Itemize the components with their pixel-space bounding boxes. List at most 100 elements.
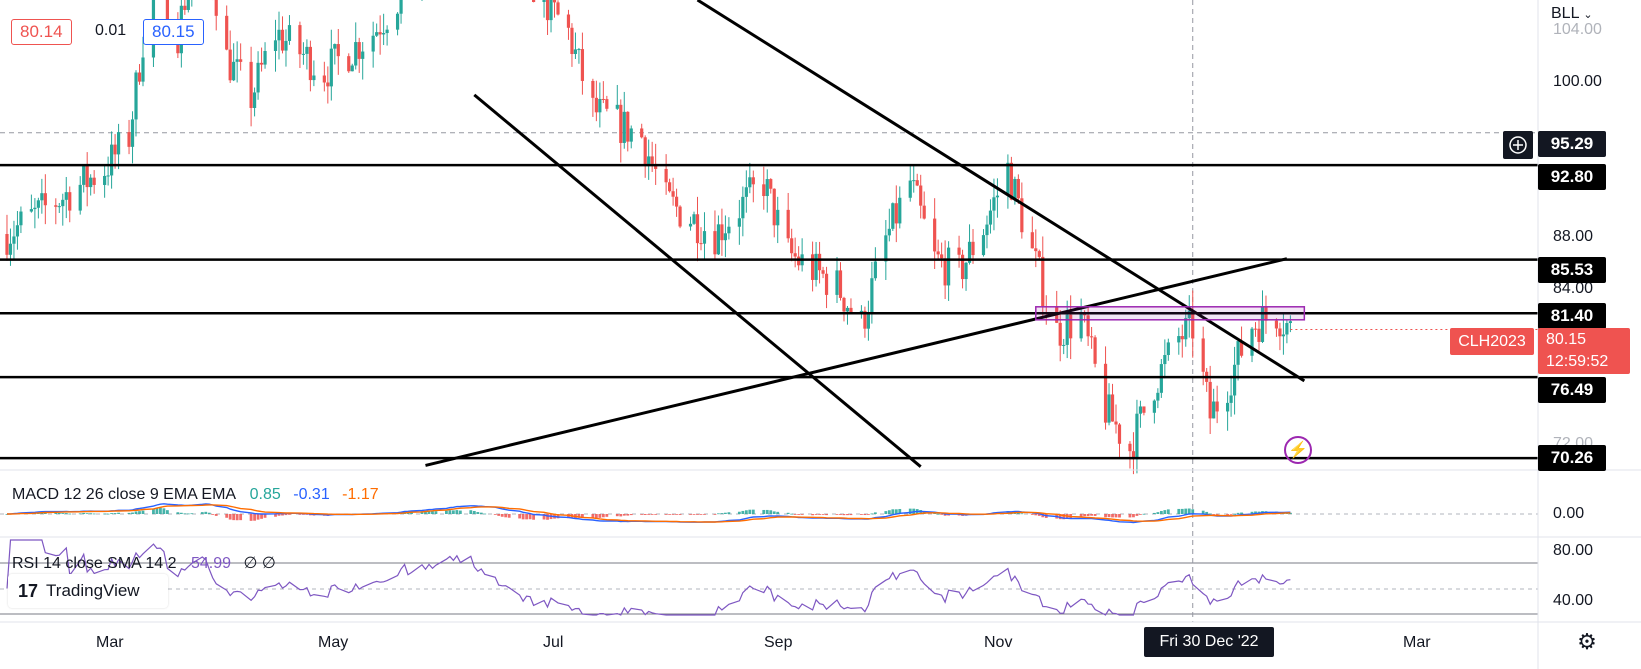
- candle-body: [947, 247, 951, 286]
- bid-price-tag[interactable]: 80.14: [11, 19, 72, 45]
- macd-histogram-bar: [717, 513, 720, 515]
- candle-body: [1212, 401, 1216, 419]
- candle-body: [1152, 400, 1156, 413]
- macd-histogram-bar: [1083, 514, 1087, 517]
- x-tick-mar-2023: Mar: [1403, 634, 1431, 651]
- candle-body: [1065, 314, 1069, 345]
- candle-body: [824, 273, 829, 295]
- macd-signal-line: [7, 504, 1291, 523]
- macd-histogram-bar: [619, 514, 623, 517]
- add-alert-icon[interactable]: [1503, 131, 1533, 159]
- candle-body: [68, 192, 72, 211]
- candle-body: [786, 209, 790, 239]
- macd-histogram-bar: [601, 514, 605, 518]
- candle-body: [1232, 364, 1237, 396]
- candle-body: [256, 62, 260, 93]
- macd-histogram-bar: [214, 514, 218, 516]
- level-tag-92-80: 92.80: [1538, 164, 1606, 190]
- macd-histogram-bar: [741, 510, 745, 514]
- candle-body: [702, 231, 707, 244]
- macd-histogram-bar: [518, 514, 522, 519]
- macd-histogram-bar: [629, 514, 633, 516]
- macd-histogram-bar: [1159, 510, 1163, 514]
- macd-histogram-bar: [1215, 514, 1219, 515]
- candle-body: [1058, 322, 1062, 346]
- candle-body: [64, 192, 68, 200]
- macd-histogram-bar: [870, 513, 874, 515]
- macd-histogram-bar: [305, 514, 309, 515]
- macd-histogram-bar: [207, 512, 211, 514]
- settings-icon[interactable]: ⚙: [1577, 629, 1597, 654]
- macd-legend[interactable]: MACD 12 26 close 9 EMA EMA 0.85 -0.31 -1…: [12, 486, 379, 504]
- macd-histogram-bar: [577, 514, 581, 518]
- macd-histogram-bar: [1135, 514, 1139, 516]
- candle-body: [1093, 337, 1097, 364]
- macd-histogram-bar: [1079, 514, 1083, 518]
- macd-histogram-bar: [790, 513, 794, 515]
- rsi-legend[interactable]: RSI 14 close SMA 14 2 54.99 ∅ ∅: [12, 553, 276, 573]
- unit-selector[interactable]: BLL ⌄: [1551, 5, 1593, 23]
- candle-body: [43, 193, 47, 206]
- macd-histogram-bar: [1062, 514, 1066, 520]
- candle-body: [305, 46, 309, 54]
- trend-line-1: [696, 0, 1306, 383]
- lightning-icon[interactable]: ⚡: [1284, 436, 1312, 464]
- candle-body: [1131, 451, 1136, 460]
- candle-body: [598, 98, 602, 113]
- macd-histogram-bar: [814, 514, 818, 515]
- macd-histogram-bar: [1034, 514, 1038, 516]
- macd-histogram-bar: [493, 514, 497, 515]
- macd-histogram-bar: [936, 513, 940, 515]
- spread-label: 0.01: [95, 22, 127, 39]
- indicator-layer: [5, 503, 1292, 616]
- candle-body: [1069, 314, 1073, 339]
- candle-body: [186, 0, 190, 10]
- macd-histogram-bar: [57, 512, 61, 514]
- candle-body: [165, 0, 170, 26]
- macd-histogram-bar: [445, 510, 448, 514]
- x-tick-may: May: [318, 634, 349, 651]
- macd-histogram-bar: [1030, 514, 1034, 515]
- macd-histogram-bar: [835, 514, 839, 515]
- macd-histogram-bar: [288, 514, 291, 515]
- macd-histogram-bar: [54, 512, 58, 514]
- macd-histogram-bar: [1139, 514, 1142, 515]
- macd-histogram-bar: [1212, 514, 1216, 515]
- candle-body: [8, 243, 13, 255]
- macd-histogram-bar: [668, 514, 672, 515]
- macd-histogram-bar: [567, 514, 570, 519]
- macd-histogram-bar: [615, 514, 619, 517]
- candle-body: [835, 270, 839, 295]
- candle-body: [741, 196, 745, 219]
- macd-histogram-bar: [249, 514, 253, 521]
- macd-histogram-bar: [155, 507, 159, 514]
- candle-body: [605, 99, 609, 109]
- candle-body: [1006, 162, 1010, 196]
- macd-histogram-bar: [887, 510, 891, 514]
- macd-histogram-bar: [594, 514, 598, 519]
- candle-body: [395, 13, 400, 30]
- candle-body: [287, 25, 292, 41]
- candle-body: [347, 56, 351, 72]
- candle-body: [1288, 321, 1292, 324]
- candle-body: [280, 29, 285, 51]
- macd-histogram-bar: [1142, 513, 1146, 515]
- macd-histogram-bar: [650, 514, 654, 515]
- macd-histogram-bar: [190, 513, 194, 515]
- macd-histogram-bar: [431, 511, 434, 514]
- candle-body: [723, 233, 728, 241]
- candle-body: [1236, 341, 1240, 365]
- ask-price-tag[interactable]: 80.15: [143, 19, 204, 45]
- tradingview-logo[interactable]: 17 TradingView: [8, 574, 168, 608]
- symbol-tag: CLH2023: [1450, 328, 1534, 355]
- macd-histogram-bar: [640, 514, 644, 515]
- candle-body: [1159, 364, 1163, 393]
- macd-histogram-bar: [1250, 511, 1254, 514]
- macd-histogram-bar: [1166, 509, 1170, 514]
- macd-histogram-bar: [1236, 512, 1240, 514]
- macd-histogram-bar: [556, 514, 560, 519]
- macd-histogram-bar: [1020, 513, 1024, 515]
- candle-body: [936, 251, 940, 255]
- candle-body: [375, 32, 379, 36]
